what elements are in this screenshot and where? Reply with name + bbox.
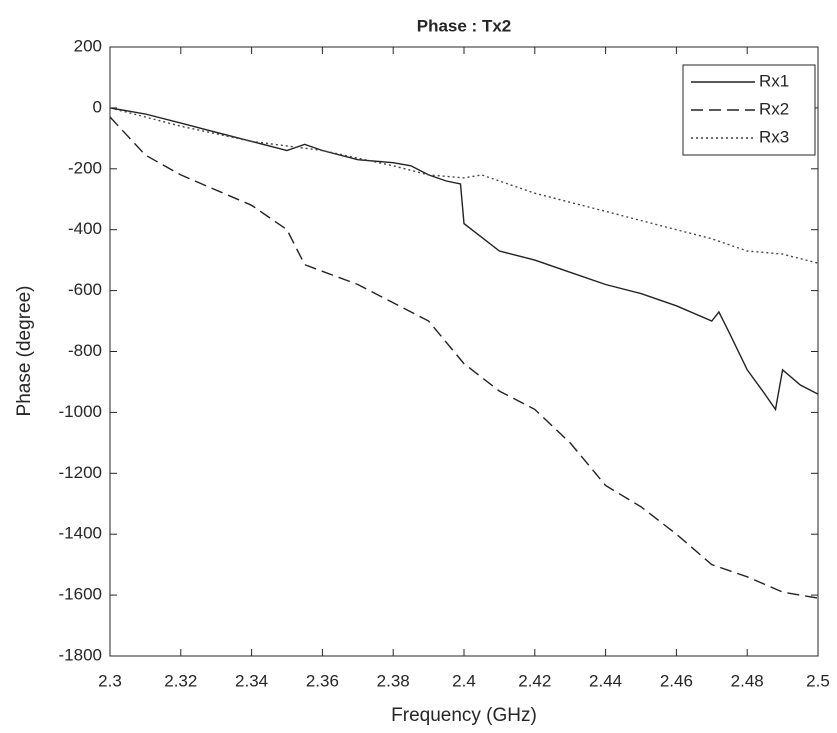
y-axis-label: Phase (degree) (14, 286, 35, 417)
y-tick-label: -400 (68, 219, 102, 238)
y-tick-label: -1800 (59, 645, 102, 664)
x-tick-label: 2.46 (660, 671, 693, 690)
x-axis-label: Frequency (GHz) (391, 705, 537, 726)
x-tick-label: 2.3 (98, 671, 122, 690)
y-tick-label: -600 (68, 280, 102, 299)
x-tick-label: 2.38 (377, 671, 410, 690)
chart: Phase : Tx2 Frequency (GHz) Phase (degre… (0, 0, 837, 733)
x-tick-label: 2.36 (306, 671, 339, 690)
y-tick-label: -1600 (59, 585, 102, 604)
y-tick-label: -1400 (59, 524, 102, 543)
y-tick-label: -1000 (59, 402, 102, 421)
x-tick-label: 2.5 (806, 671, 830, 690)
legend-label: Rx3 (759, 127, 789, 146)
y-tick-label: -800 (68, 341, 102, 360)
series-line (110, 117, 818, 598)
y-tick-label: 0 (93, 97, 102, 116)
chart-title: Phase : Tx2 (417, 16, 512, 35)
x-tick-label: 2.4 (452, 671, 476, 690)
legend-label: Rx2 (759, 99, 789, 118)
x-tick-label: 2.42 (518, 671, 551, 690)
x-tick-label: 2.44 (589, 671, 622, 690)
x-tick-label: 2.34 (235, 671, 268, 690)
y-tick-label: -1200 (59, 463, 102, 482)
x-tick-label: 2.48 (731, 671, 764, 690)
y-tick-label: 200 (74, 36, 102, 55)
y-tick-label: -200 (68, 158, 102, 177)
legend-label: Rx1 (759, 71, 789, 90)
x-tick-label: 2.32 (164, 671, 197, 690)
